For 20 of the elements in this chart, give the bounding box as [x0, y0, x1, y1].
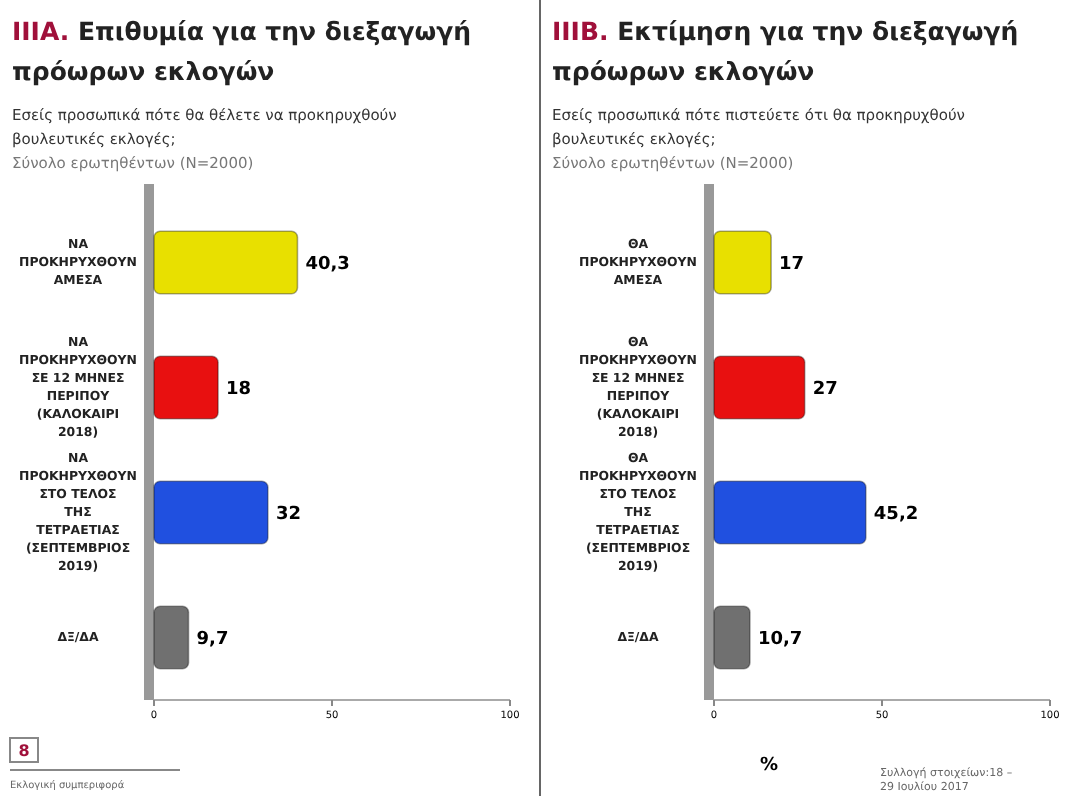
- text: 8: [18, 742, 31, 760]
- data-label: 40,3: [305, 254, 350, 275]
- bar: [713, 605, 751, 670]
- data-label: 9,7: [196, 629, 229, 650]
- data-label: 17: [779, 254, 805, 275]
- bar: [713, 230, 772, 295]
- bar: [153, 605, 190, 670]
- data-label: 32: [275, 504, 301, 525]
- chart-title: IIIA. Επιθυμία για την διεξαγωγή πρόωρων εκλογών: [12, 16, 472, 86]
- bar: [153, 230, 299, 295]
- bar: [153, 355, 219, 420]
- data-label: 18: [226, 379, 252, 400]
- bar: [153, 480, 269, 545]
- x-axis-title: %: [760, 756, 779, 776]
- data-label: 10,7: [757, 629, 803, 650]
- data-label: 45,2: [873, 504, 919, 525]
- chart-title: IIIB. Εκτίμηση για την διεξαγωγή πρόωρων εκλογών: [552, 16, 1019, 86]
- data-label: 27: [812, 379, 838, 400]
- bar: [713, 355, 806, 420]
- bar: [713, 480, 867, 545]
